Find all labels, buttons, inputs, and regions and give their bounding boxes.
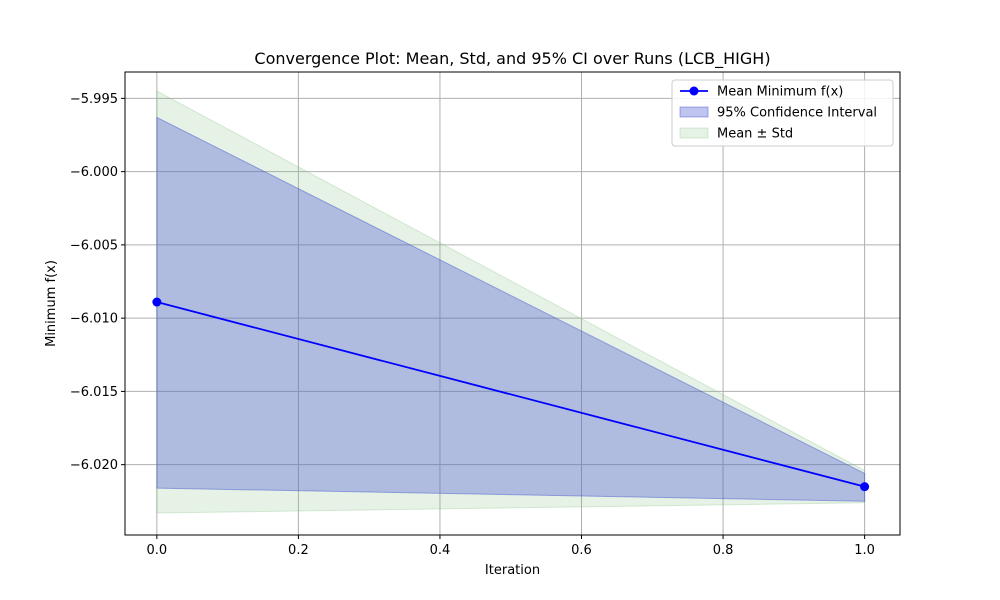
- x-tick-label: 1.0: [854, 543, 875, 558]
- confidence-interval-band: [156, 116, 866, 502]
- ticks: 0.0 0.2 0.4 0.6 0.8 1.0 −5.995 −6.000 −6.005 −6.0…: [70, 92, 875, 558]
- std-band: [156, 90, 866, 514]
- legend-label: 95% Confidence Interval: [717, 106, 877, 121]
- legend-label: Mean ± Std: [717, 127, 793, 142]
- x-tick-label: 0.8: [713, 543, 734, 558]
- y-tick-label: −6.000: [70, 165, 118, 180]
- y-tick-label: −6.020: [70, 458, 118, 473]
- mean-point: [152, 297, 162, 307]
- x-axis-label: Iteration: [485, 563, 540, 578]
- x-tick-label: 0.2: [288, 543, 309, 558]
- x-tick-label: 0.6: [571, 543, 592, 558]
- legend-band-swatch: [679, 106, 709, 118]
- y-tick-label: −6.005: [70, 238, 118, 253]
- x-tick-label: 0.4: [430, 543, 451, 558]
- legend-label: Mean Minimum f(x): [717, 85, 843, 100]
- chart-title: Convergence Plot: Mean, Std, and 95% CI …: [254, 49, 770, 69]
- y-tick-label: −5.995: [70, 92, 118, 107]
- mean-point: [860, 482, 870, 492]
- legend-marker: [689, 86, 699, 96]
- mean-line-layer: [152, 297, 870, 492]
- mean-line: [156, 301, 865, 488]
- legend-band-swatch: [679, 127, 709, 139]
- y-axis-label: Minimum f(x): [44, 260, 59, 347]
- y-tick-label: −6.010: [70, 312, 118, 327]
- legend: Mean Minimum f(x) 95% Confidence Interval…: [671, 79, 894, 147]
- plot-frame: [124, 71, 901, 536]
- bands: [156, 90, 866, 514]
- legend-box: [671, 79, 894, 147]
- x-tick-label: 0.0: [147, 543, 168, 558]
- y-tick-label: −6.015: [70, 385, 118, 400]
